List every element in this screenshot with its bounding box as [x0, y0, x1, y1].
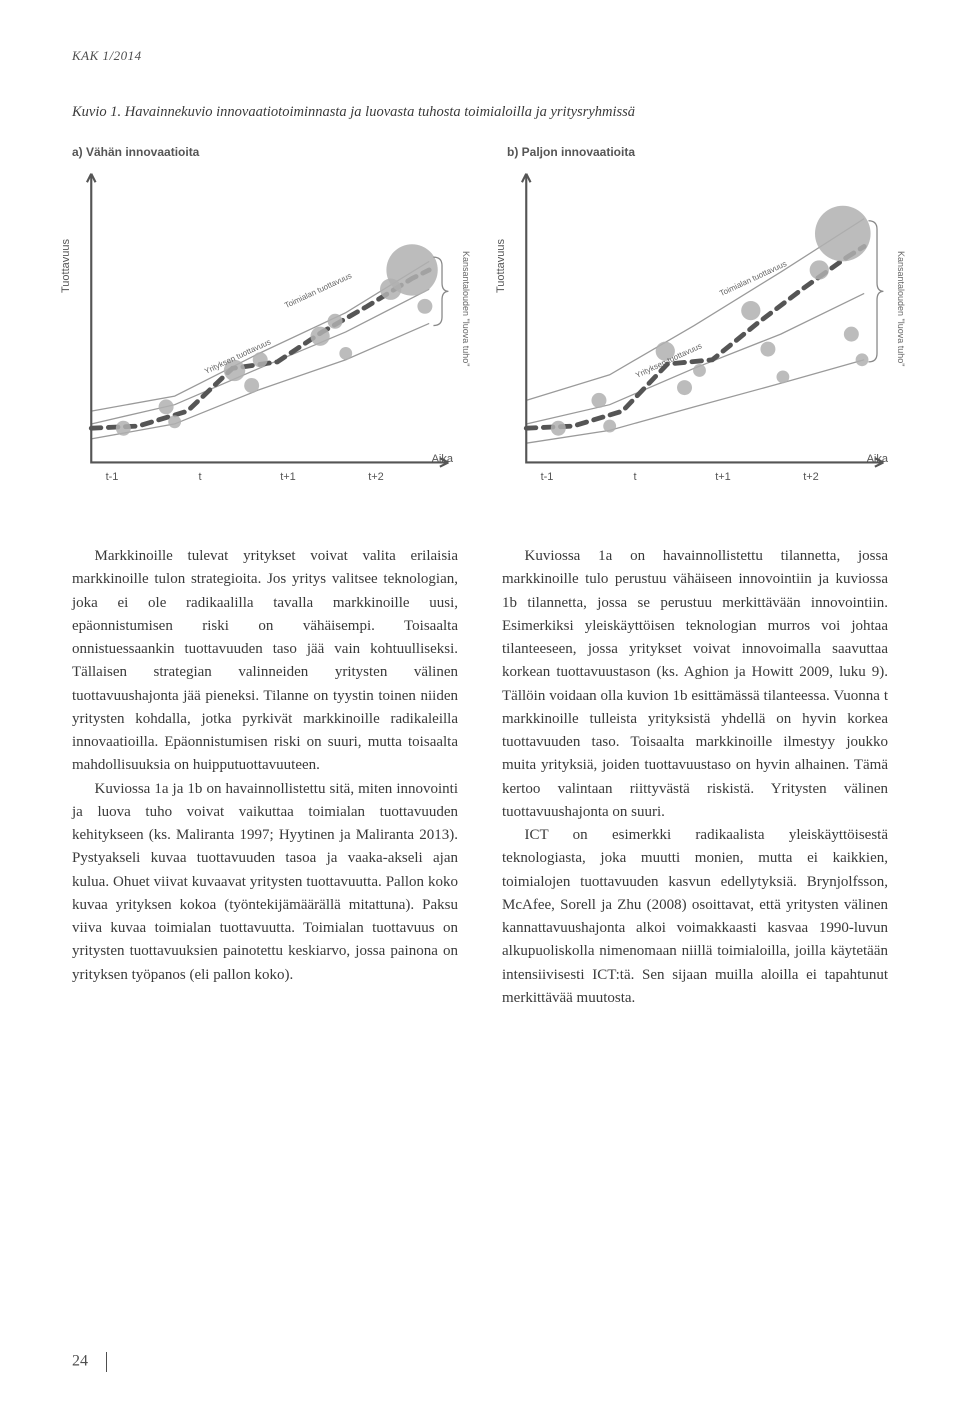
panel-a-tick-2: t+1	[280, 471, 296, 483]
right-para-0: Kuviossa 1a on havainnollistettu tilanne…	[502, 545, 888, 824]
left-column: Markkinoille tulevat yritykset voivat va…	[72, 545, 458, 1010]
body-columns: Markkinoille tulevat yritykset voivat va…	[72, 545, 888, 1010]
panel-b: b) Paljon innovaatioita Tuottavuus Toimi…	[507, 145, 892, 485]
panel-b-xlabel: Aika	[867, 453, 888, 465]
right-para-1: ICT on esimerkki radikaalista yleiskäytt…	[502, 824, 888, 1010]
panel-a: a) Vähän innovaatioita Tuottavuus Toimia…	[72, 145, 457, 485]
panel-a-plot: Tuottavuus Toimialan tuottavuus Yritykse…	[72, 163, 457, 463]
figure-caption: Kuvio 1. Havainnekuvio innovaatiotoiminn…	[72, 104, 888, 121]
panel-a-xlabel: Aika	[432, 453, 453, 465]
panel-b-plot: Tuottavuus Toimialan tuottavuus Yritykse…	[507, 163, 892, 463]
panel-b-tick-0: t-1	[541, 471, 554, 483]
left-para-0: Markkinoille tulevat yritykset voivat va…	[72, 545, 458, 778]
chart-area: a) Vähän innovaatioita Tuottavuus Toimia…	[72, 145, 892, 485]
panel-a-bracket-label: Kansantalouden "luova tuho"	[461, 251, 471, 366]
panel-b-tick-1: t	[633, 471, 636, 483]
running-head: KAK 1/2014	[72, 48, 888, 64]
panel-a-tick-3: t+2	[368, 471, 384, 483]
panel-a-title: a) Vähän innovaatioita	[72, 145, 457, 159]
page-number-rule	[106, 1352, 107, 1372]
right-column: Kuviossa 1a on havainnollistettu tilanne…	[502, 545, 888, 1010]
panel-a-svg	[72, 163, 457, 484]
panel-b-tick-3: t+2	[803, 471, 819, 483]
panel-b-title: b) Paljon innovaatioita	[507, 145, 892, 159]
panel-a-ylabel: Tuottavuus	[60, 239, 72, 293]
page-number: 24	[72, 1352, 107, 1372]
page-number-text: 24	[72, 1353, 88, 1370]
panel-a-tick-1: t	[198, 471, 201, 483]
panel-b-ylabel: Tuottavuus	[495, 239, 507, 293]
panel-b-svg	[507, 163, 892, 484]
panel-b-tick-2: t+1	[715, 471, 731, 483]
panel-a-tick-0: t-1	[106, 471, 119, 483]
panel-b-bracket-label: Kansantalouden "luova tuho"	[896, 251, 906, 366]
left-para-1: Kuviossa 1a ja 1b on havainnollistettu s…	[72, 778, 458, 987]
